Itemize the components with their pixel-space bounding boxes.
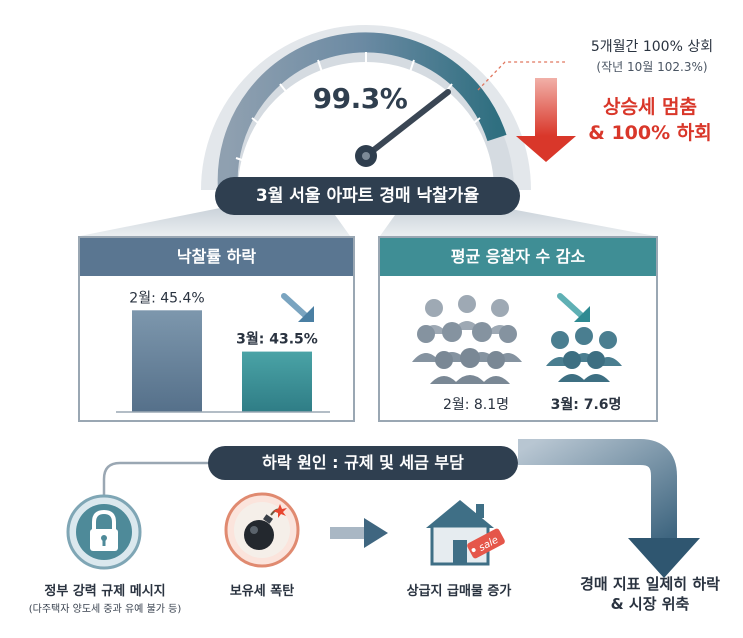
trend-line-1: 상승세 멈춤 [602, 96, 697, 118]
bomb-icon [224, 492, 300, 568]
note-sub: (작년 10월 102.3%) [596, 60, 708, 74]
funnel-left [80, 208, 350, 236]
cause-item-1-sub: (다주택자 양도세 중과 유예 불가 등) [28, 604, 182, 615]
note-pointer [477, 61, 565, 91]
funnel-right [380, 208, 655, 236]
right-panel-header: 평균 응찰자 수 감소 [380, 238, 656, 276]
gauge-outer-ring [201, 25, 531, 191]
feb-bidders-label: 2월: 8.1명 [442, 397, 510, 413]
gauge-needle [363, 89, 451, 159]
left-panel: 낙찰률 하락 2월: 45.4% 3월: 43.5% [78, 236, 355, 422]
gauge-fill [217, 32, 507, 191]
mid-arrow [330, 518, 388, 548]
cause-connector [102, 461, 210, 500]
bar-label-3월: 3월: 43.5% [236, 331, 318, 348]
cause-item-2: 보유세 폭탄 [229, 584, 295, 599]
gauge [201, 25, 531, 191]
trend-down-arrow-right [557, 293, 590, 322]
people-group-large-icon [412, 295, 522, 384]
bar-2월 [132, 310, 202, 412]
mar-bidders-label: 3월: 7.6명 [550, 397, 622, 413]
main-title: 3월 서울 아파트 경매 낙찰가율 [215, 177, 520, 215]
cause-title: 하락 원인 : 규제 및 세금 부담 [208, 446, 518, 480]
cause-item-3: 상급지 급매물 증가 [406, 584, 512, 599]
lock-icon [66, 494, 142, 570]
trend-down-arrow-left [281, 293, 314, 322]
bar-3월 [242, 351, 312, 412]
result-line-1: 경매 지표 일제히 하락 [580, 575, 720, 593]
left-panel-header: 낙찰률 하락 [80, 238, 353, 276]
gauge-value: 99.3% [312, 82, 408, 115]
red-down-arrow [516, 78, 576, 162]
bar-chart: 2월: 45.4% 3월: 43.5% [116, 290, 330, 413]
right-panel: 평균 응찰자 수 감소 2월: 8.1명 3월: 7.6명 [378, 236, 658, 422]
note-main: 5개월간 100% 상회 [590, 39, 714, 55]
trend-line-2: & 100% 하회 [588, 122, 712, 144]
bar-label-2월: 2월: 45.4% [129, 290, 204, 306]
cause-item-1: 정부 강력 규제 메시지 [44, 584, 166, 599]
result-line-2: & 시장 위축 [610, 595, 690, 613]
big-result-arrow [518, 439, 700, 578]
house-sale-icon: sale [426, 500, 505, 566]
people-group-small-icon [546, 327, 622, 382]
